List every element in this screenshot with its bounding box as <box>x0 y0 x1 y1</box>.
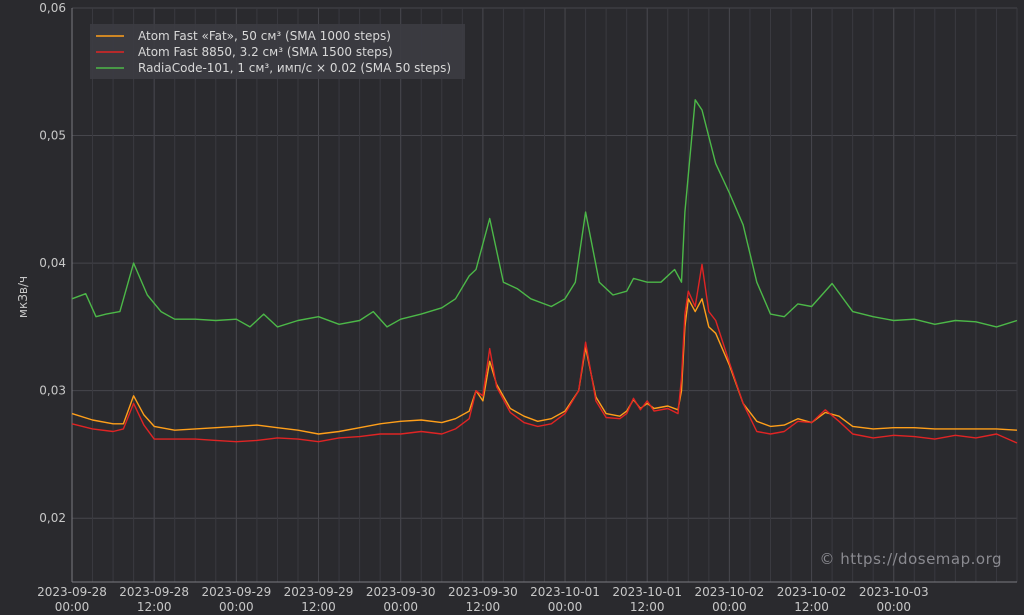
x-tick-date-label: 2023-10-01 <box>530 585 600 599</box>
x-tick-time-label: 12:00 <box>137 600 172 614</box>
x-tick-time-label: 00:00 <box>548 600 583 614</box>
y-axis-label: мкЗв/ч <box>16 276 30 318</box>
x-tick-time-label: 12:00 <box>466 600 501 614</box>
x-tick-date-label: 2023-09-28 <box>119 585 189 599</box>
x-tick-time-label: 00:00 <box>219 600 254 614</box>
x-tick-date-label: 2023-09-28 <box>37 585 107 599</box>
x-tick-time-label: 12:00 <box>301 600 336 614</box>
series-line-1 <box>71 263 1018 444</box>
x-tick-date-label: 2023-10-01 <box>612 585 682 599</box>
watermark-text: © https://dosemap.org <box>820 550 1002 568</box>
legend-label: RadiaCode-101, 1 см³, имп/с × 0.02 (SMA … <box>138 61 451 75</box>
series-lines <box>71 99 1018 444</box>
y-axis: 0,02 0,03 0,04 0,05 0,06 <box>39 1 73 582</box>
x-axis: 2023-09-2800:002023-09-2812:002023-09-29… <box>37 581 1017 614</box>
legend: Atom Fast «Fat», 50 см³ (SMA 1000 steps)… <box>90 24 465 79</box>
legend-label: Atom Fast «Fat», 50 см³ (SMA 1000 steps) <box>138 29 391 43</box>
x-tick-date-label: 2023-10-02 <box>777 585 847 599</box>
series-line-2 <box>71 99 1018 328</box>
legend-label: Atom Fast 8850, 3.2 см³ (SMA 1500 steps) <box>138 45 393 59</box>
y-tick-label: 0,03 <box>39 384 66 398</box>
x-tick-time-label: 00:00 <box>383 600 418 614</box>
x-tick-time-label: 12:00 <box>630 600 665 614</box>
x-tick-date-label: 2023-10-02 <box>695 585 765 599</box>
x-tick-date-label: 2023-09-30 <box>366 585 436 599</box>
y-tick-label: 0,05 <box>39 129 66 143</box>
x-tick-time-label: 00:00 <box>55 600 90 614</box>
x-tick-date-label: 2023-09-30 <box>448 585 518 599</box>
y-tick-label: 0,02 <box>39 511 66 525</box>
x-tick-time-label: 12:00 <box>794 600 829 614</box>
y-tick-label: 0,04 <box>39 256 66 270</box>
x-tick-date-label: 2023-09-29 <box>201 585 271 599</box>
x-tick-date-label: 2023-10-03 <box>859 585 929 599</box>
x-tick-time-label: 00:00 <box>712 600 747 614</box>
x-tick-date-label: 2023-09-29 <box>284 585 354 599</box>
y-tick-label: 0,06 <box>39 1 66 15</box>
legend-box <box>90 24 465 79</box>
x-tick-time-label: 00:00 <box>876 600 911 614</box>
